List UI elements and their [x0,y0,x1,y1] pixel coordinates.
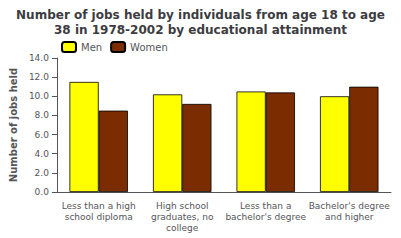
svg-text:38 in 1978-2002 by educational: 38 in 1978-2002 by educational attainmen… [54,23,347,37]
svg-text:school diploma: school diploma [65,212,133,222]
svg-text:graduates, no: graduates, no [151,212,214,222]
svg-text:and higher: and higher [325,212,374,222]
svg-text:Number of jobs held: Number of jobs held [8,68,19,182]
svg-text:12.0: 12.0 [29,72,49,82]
svg-text:10.0: 10.0 [29,91,49,101]
svg-text:0.0: 0.0 [35,187,50,197]
svg-text:bachelor's degree: bachelor's degree [225,212,306,222]
svg-text:14.0: 14.0 [29,53,49,63]
svg-text:6.0: 6.0 [35,130,50,140]
svg-text:Bachelor's degree: Bachelor's degree [309,201,391,211]
svg-text:High school: High school [156,201,208,211]
svg-text:2.0: 2.0 [35,168,50,178]
svg-text:Less than a: Less than a [240,201,291,211]
svg-text:4.0: 4.0 [35,149,50,159]
svg-text:Number of jobs held by individ: Number of jobs held by individuals from … [16,8,385,22]
svg-text:Men: Men [81,42,102,53]
svg-text:Women: Women [130,42,168,53]
svg-text:college: college [166,223,199,233]
svg-text:Less than a high: Less than a high [62,201,136,211]
svg-text:8.0: 8.0 [35,110,50,120]
